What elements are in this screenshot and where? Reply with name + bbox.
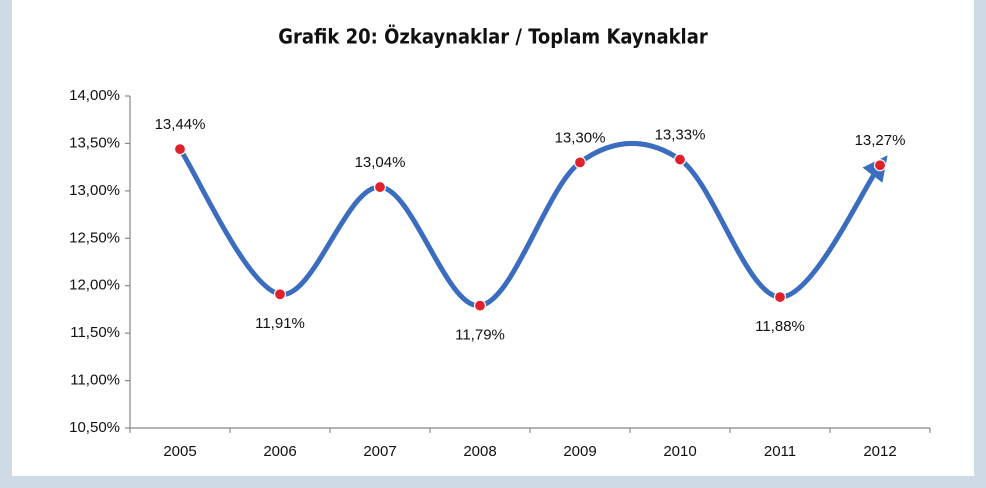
data-label: 11,79% [455, 327, 505, 344]
x-tick-label: 2011 [764, 443, 796, 460]
x-tick-label: 2012 [863, 443, 896, 460]
y-tick-label: 11,50% [70, 324, 120, 341]
y-tick-label: 11,00% [70, 372, 120, 389]
marker [373, 180, 387, 194]
x-tick-label: 2010 [663, 443, 696, 460]
marker [673, 153, 687, 166]
data-label: 13,04% [355, 154, 406, 171]
x-tick-label: 2007 [363, 443, 396, 460]
marker [473, 299, 487, 312]
data-label: 13,33% [655, 127, 706, 144]
x-tick-label: 2006 [263, 443, 296, 460]
x-tick-label: 2005 [163, 443, 196, 460]
data-label: 11,88% [755, 318, 805, 335]
x-tick-label: 2009 [563, 443, 596, 460]
y-tick-label: 14,00% [69, 87, 120, 104]
marker [173, 143, 187, 156]
y-tick-label: 13,00% [69, 182, 120, 199]
marker [773, 290, 787, 304]
marker [273, 288, 287, 301]
data-label: 13,27% [855, 132, 906, 149]
y-tick-label: 13,50% [69, 134, 120, 151]
y-tick-label: 12,00% [69, 277, 120, 294]
panel [12, 0, 974, 476]
y-tick-label: 12,50% [69, 229, 120, 246]
data-label: 13,30% [555, 129, 606, 146]
marker [873, 159, 887, 172]
data-label: 11,91% [255, 315, 305, 332]
chart-title: Grafik 20: Özkaynaklar / Toplam Kaynakla… [278, 25, 708, 49]
line [177, 140, 888, 309]
data-label: 13,44% [155, 116, 206, 133]
x-tick-label: 2008 [463, 443, 496, 460]
marker [573, 156, 587, 169]
y-tick-label: 10,50% [69, 419, 120, 436]
